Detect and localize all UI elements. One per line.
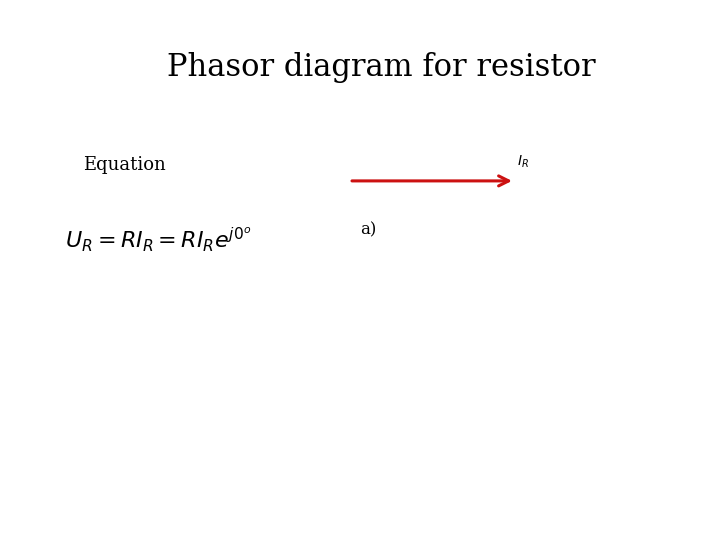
Text: Phasor diagram for resistor: Phasor diagram for resistor: [167, 52, 596, 83]
Text: $U_R = RI_R = RI_R e^{j0^o}$: $U_R = RI_R = RI_R e^{j0^o}$: [65, 226, 251, 254]
Text: a): a): [360, 221, 377, 238]
Text: $I_R$: $I_R$: [517, 154, 529, 170]
Text: Equation: Equation: [83, 156, 166, 174]
